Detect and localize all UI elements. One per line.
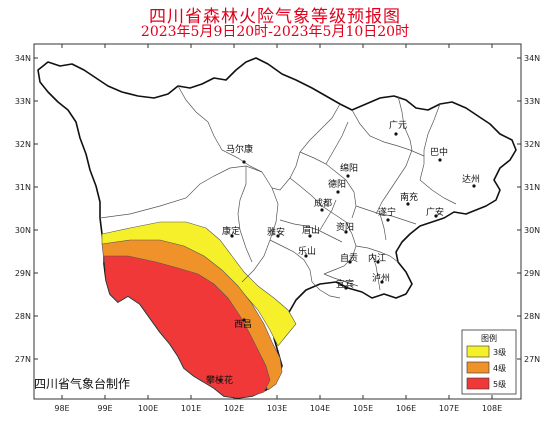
map-title: 四川省森林火险气象等级预报图 [149,7,401,27]
city-dot-guangyuan [394,132,398,136]
city-dot-yibin [344,286,348,290]
lon-tick-107: 107E [439,404,459,413]
lat-tick-33-left: 33N [15,97,31,106]
city-dot-dazhou [472,184,476,188]
lon-tick-marks [61,44,493,399]
legend-label-level-5: 5级 [493,379,506,389]
map-subtitle: 2023年5月9日20时-2023年5月10日20时 [140,24,410,40]
city-dot-zigong [348,260,352,264]
city-guangan: 广安 [426,206,444,218]
lat-tick-31-left: 31N [15,183,31,192]
city-dot-leshan [304,254,308,258]
lon-tick-101: 101E [181,404,201,413]
city-dot-neijiang [376,260,380,264]
city-dot-luzhou [380,280,384,284]
city-dazhou: 达州 [462,173,480,185]
city-xichang: 西昌 [234,319,252,330]
legend-label-level-3: 3级 [493,347,506,357]
city-meishan: 眉山 [302,225,320,236]
lon-tick-106: 106E [396,404,416,413]
credit-text: 四川省气象台制作 [34,377,131,391]
city-labels: 马尔康 广元 巴中 绵阳 达州 德阳 南充 成都 遂宁 广安 康定 雅安 眉山 … [206,119,480,386]
legend-swatch-level-3 [466,345,490,358]
city-dot-meishan [308,234,312,238]
lat-tick-27-left: 27N [15,355,31,364]
lon-tick-104: 104E [310,404,330,413]
city-dot-chengdu [320,208,324,212]
legend-title: 图例 [481,333,497,343]
lat-tick-27-right: 27N [524,355,540,364]
city-deyang: 德阳 [328,178,346,190]
city-dot-ziyang [344,230,348,234]
city-dot-deyang [336,190,340,194]
city-guangyuan: 广元 [389,119,407,131]
lat-tick-28-right: 28N [524,312,540,321]
city-mianyang: 绵阳 [340,162,358,174]
lat-tick-29-right: 29N [524,269,540,278]
legend-swatch-level-4 [466,361,490,374]
lat-tick-30-left: 30N [15,226,31,235]
lon-tick-102: 102E [224,404,244,413]
city-dot-suining [386,218,390,222]
city-neijiang: 内江 [368,252,386,264]
lat-tick-32-right: 32N [524,140,540,149]
lat-tick-34-left: 34N [15,54,31,63]
lat-tick-28-left: 28N [15,312,31,321]
lat-tick-34-right: 34N [524,54,540,63]
city-dot-mianyang [346,174,350,178]
city-leshan: 乐山 [298,245,316,257]
city-suining: 遂宁 [378,206,396,218]
lon-tick-98: 98E [54,404,69,413]
city-dot-yaan [276,234,280,238]
city-yibin: 宜宾 [336,278,354,290]
city-dot-guangan [434,214,438,218]
lon-tick-105: 105E [353,404,373,413]
city-chengdu: 成都 [314,197,332,209]
city-nanchong: 南充 [400,191,418,203]
city-dot-xichang [242,318,246,322]
lon-tick-99: 99E [97,404,112,413]
legend-swatch-level-5 [466,377,490,390]
legend: 图例 3级 4级 5级 [461,329,517,395]
lat-tick-33-right: 33N [524,97,540,106]
city-zigong: 自贡 [340,252,358,264]
city-yaan: 雅安 [267,226,285,238]
city-dot-nanchong [406,202,410,206]
legend-label-level-4: 4级 [493,363,506,373]
risk-zone-level-5 [103,255,271,399]
city-kangding: 康定 [222,225,240,237]
city-luzhou: 泸州 [372,273,390,284]
city-maerkang: 马尔康 [226,143,253,155]
city-ziyang: 资阳 [336,222,354,233]
lon-tick-108: 108E [482,404,502,413]
lon-tick-103: 103E [267,404,287,413]
lat-tick-31-right: 31N [524,183,540,192]
city-dot-panzhihua [218,378,222,382]
city-dot-kangding [230,234,234,238]
city-bazhong: 巴中 [430,146,448,158]
lat-tick-marks [34,57,521,360]
lon-tick-100: 100E [138,404,158,413]
lat-tick-30-right: 30N [524,226,540,235]
prefecture-boundaries [99,85,457,299]
lat-tick-32-left: 32N [15,140,31,149]
city-panzhihua: 攀枝花 [206,374,233,386]
city-dot-bazhong [438,158,442,162]
city-dot-maerkang [242,160,246,164]
lat-tick-29-left: 29N [15,269,31,278]
